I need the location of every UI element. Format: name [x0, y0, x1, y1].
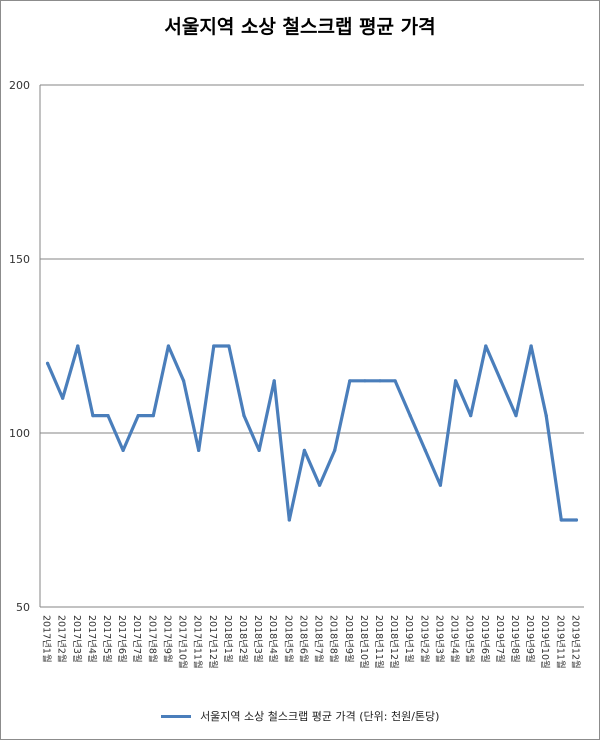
data-point	[227, 344, 231, 348]
data-point	[423, 448, 427, 452]
data-point	[317, 483, 322, 487]
data-point	[333, 448, 337, 452]
x-tick-label: 2019년11월	[554, 615, 566, 669]
data-point	[121, 448, 125, 452]
data-point	[378, 379, 382, 383]
data-point	[166, 344, 171, 348]
series-layer	[45, 344, 579, 522]
data-point	[529, 344, 533, 348]
x-tick-label: 2018년3월	[252, 615, 264, 663]
x-tick-label: 2019년5월	[464, 615, 476, 663]
x-tick-label: 2018년5월	[282, 615, 294, 663]
data-point	[574, 518, 579, 522]
data-point	[242, 414, 246, 418]
x-tick-label: 2017년5월	[101, 615, 113, 663]
x-tick-label: 2017년9월	[161, 615, 173, 663]
data-point	[287, 518, 291, 522]
x-tick-label: 2018년7월	[313, 615, 325, 663]
data-point	[453, 379, 458, 383]
x-tick-label: 2018년6월	[297, 615, 309, 663]
x-tick-label: 2019년2월	[418, 615, 430, 663]
x-tick-label: 2019년7월	[494, 615, 506, 663]
data-point	[559, 518, 563, 522]
grid-layer	[39, 84, 584, 608]
x-tick-label: 2019년1월	[403, 615, 415, 663]
x-tick-label: 2019년12월	[569, 615, 581, 669]
x-tick-label: 2018년4월	[267, 615, 279, 663]
data-point	[363, 379, 367, 383]
data-point	[136, 414, 140, 418]
data-point	[76, 344, 80, 348]
y-tick-layer: 50 100 150 200	[9, 79, 30, 614]
y-tick-label: 150	[9, 253, 30, 266]
data-point	[45, 361, 50, 365]
chart-title: 서울지역 소상 철스크랩 평균 가격	[164, 16, 436, 38]
x-tick-label: 2018년12월	[388, 615, 400, 669]
data-point	[302, 448, 307, 452]
x-tick-label: 2017년8월	[146, 615, 158, 663]
x-tick-label: 2017년2월	[56, 615, 68, 663]
data-point	[484, 344, 488, 348]
x-tick-label: 2017년4월	[86, 615, 98, 663]
x-tick-label: 2018년11월	[373, 615, 385, 669]
data-point	[257, 448, 261, 452]
x-tick-label: 2019년3월	[433, 615, 445, 663]
x-tick-label: 2017년11월	[192, 615, 204, 669]
legend-label: 서울지역 소상 철스크랩 평균 가격 (단위: 천원/톤당)	[200, 710, 440, 723]
x-tick-layer: 2017년1월 2017년2월 2017년3월 2017년4월 2017년5월 2017년…	[41, 615, 582, 669]
data-point	[469, 414, 473, 418]
x-tick-label: 2019년9월	[524, 615, 536, 663]
data-point	[106, 414, 110, 418]
y-tick-label: 200	[9, 79, 30, 92]
series-line	[45, 344, 579, 522]
x-tick-label: 2017년6월	[116, 615, 128, 663]
x-tick-label: 2018년2월	[237, 615, 249, 663]
data-point	[197, 448, 201, 452]
y-tick-label: 100	[9, 427, 30, 440]
x-tick-label: 2017년7월	[131, 615, 143, 663]
x-tick-label: 2018년10월	[358, 615, 370, 669]
x-tick-label: 2018년8월	[328, 615, 340, 663]
x-tick-label: 2017년12월	[207, 615, 219, 669]
x-tick-label: 2019년6월	[479, 615, 491, 663]
x-tick-label: 2017년1월	[41, 615, 53, 663]
data-point	[408, 414, 412, 418]
data-point	[544, 414, 548, 418]
data-point	[514, 414, 518, 418]
x-tick-label: 2017년3월	[71, 615, 83, 663]
legend: 서울지역 소상 철스크랩 평균 가격 (단위: 천원/톤당)	[0, 708, 600, 724]
x-tick-label: 2017년10월	[177, 615, 189, 669]
line-chart: 50 100 150 200 2017년1월 2017년2월 2017년3월 2017년4월…	[9, 79, 584, 669]
data-point	[393, 379, 397, 383]
data-point	[151, 414, 155, 418]
data-point	[212, 344, 216, 348]
y-tick-label: 50	[16, 601, 30, 614]
x-tick-label: 2019년4월	[449, 615, 461, 663]
x-tick-label: 2019년10월	[539, 615, 551, 669]
data-point	[438, 483, 443, 487]
data-point	[348, 379, 352, 383]
x-tick-label: 2018년9월	[343, 615, 355, 663]
data-point	[499, 379, 503, 383]
x-tick-label: 2019년8월	[509, 615, 521, 663]
legend-swatch	[160, 714, 191, 718]
data-point	[181, 379, 186, 383]
data-point	[272, 379, 276, 383]
x-tick-label: 2018년1월	[222, 615, 234, 663]
data-point	[61, 396, 65, 400]
data-point	[91, 414, 95, 418]
